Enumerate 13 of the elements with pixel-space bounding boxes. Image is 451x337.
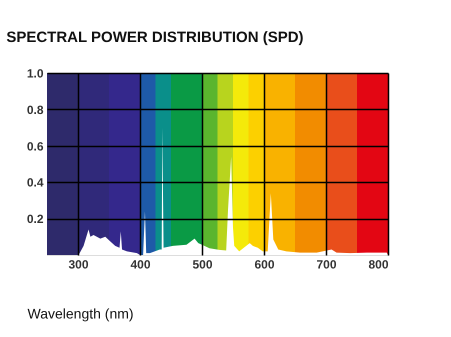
y-tick-label: 1.0 [26,66,44,80]
x-tick-label: 500 [192,258,213,272]
y-tick-label: 0.6 [26,139,44,154]
x-tick-label: 600 [254,258,275,272]
y-tick-label: 0.4 [26,176,44,190]
x-axis-title: Wavelength (nm) [28,306,134,322]
y-tick-label: 0.8 [26,102,44,117]
x-tick-label: 800 [368,258,389,272]
x-tick-label: 300 [68,258,89,272]
y-tick-label: 0.2 [26,212,44,226]
x-tick-label: 700 [316,258,337,272]
x-tick-label: 400 [130,258,151,272]
chart-title: SPECTRAL POWER DISTRIBUTION (SPD) [6,29,304,46]
